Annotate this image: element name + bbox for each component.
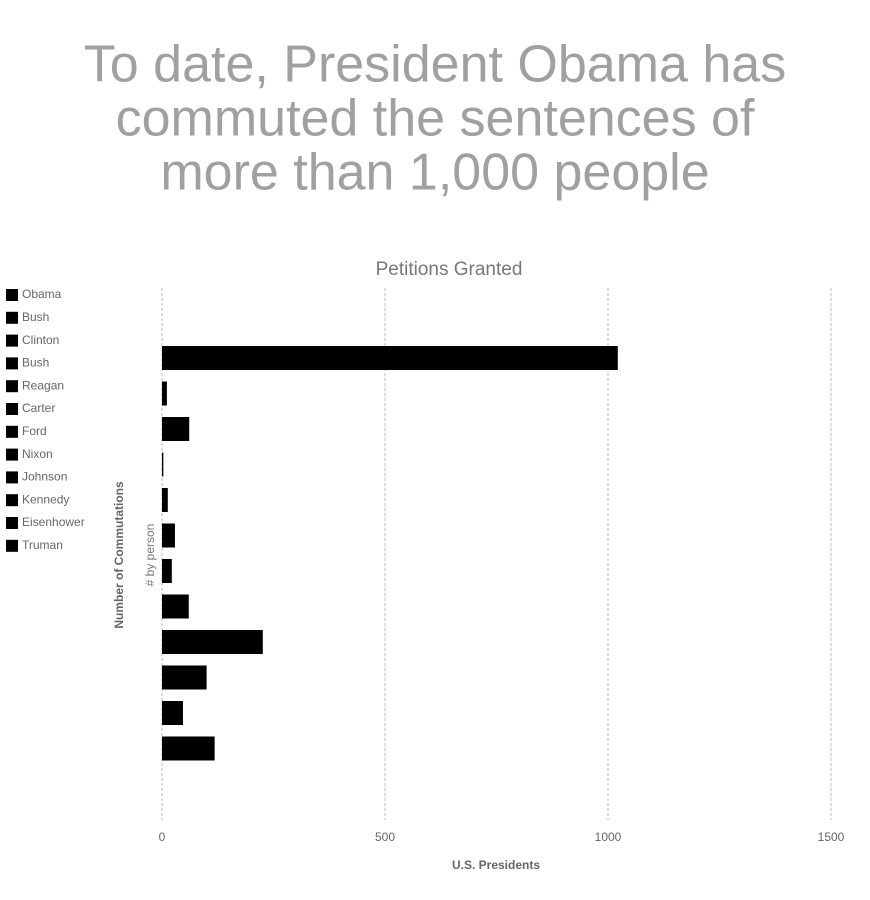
- legend-label: Obama: [22, 287, 62, 301]
- legend-label: Bush: [22, 356, 49, 370]
- legend-swatch: [6, 334, 18, 347]
- legend-label: Eisenhower: [22, 515, 85, 529]
- bar: [162, 452, 164, 477]
- title-line: To date, President Obama has: [84, 36, 786, 94]
- bar: [162, 523, 175, 548]
- legend-swatch: [6, 357, 18, 370]
- bar: [162, 417, 190, 441]
- legend-label: Truman: [22, 538, 63, 552]
- x-axis-title: U.S. Presidents: [452, 858, 540, 872]
- legend-label: Carter: [22, 401, 55, 415]
- legend-label: Kennedy: [22, 492, 69, 506]
- title-line: more than 1,000 people: [160, 144, 709, 202]
- legend-label: Ford: [22, 424, 47, 438]
- legend-swatch: [6, 448, 18, 461]
- bar: [162, 488, 168, 512]
- bar: [162, 665, 207, 690]
- legend-label: Johnson: [22, 470, 67, 484]
- y-axis-title: Number of Commutations: [112, 481, 126, 629]
- legend-swatch: [6, 539, 18, 552]
- bar: [162, 701, 183, 725]
- legend-swatch: [6, 494, 18, 507]
- title-line: commuted the sentences of: [116, 90, 755, 148]
- legend-label: Clinton: [22, 333, 59, 347]
- x-tick-label: 0: [159, 830, 166, 844]
- legend-label: Nixon: [22, 447, 53, 461]
- bar: [162, 594, 189, 619]
- legend-swatch: [6, 311, 18, 324]
- legend-swatch: [6, 289, 18, 301]
- bar: [162, 630, 263, 654]
- y-axis-subtitle: # by person: [143, 524, 157, 587]
- legend-swatch: [6, 403, 18, 415]
- bar: [162, 736, 215, 761]
- bar: [162, 559, 172, 583]
- x-tick-label: 1000: [595, 830, 622, 844]
- legend-swatch: [6, 471, 18, 484]
- legend-label: Reagan: [22, 378, 64, 392]
- legend-swatch: [6, 517, 18, 529]
- legend-swatch: [6, 425, 18, 438]
- x-tick-label: 1500: [818, 830, 845, 844]
- legend-swatch: [6, 380, 18, 393]
- legend-label: Bush: [22, 310, 49, 324]
- x-tick-label: 500: [375, 830, 395, 844]
- chart-subtitle: Petitions Granted: [376, 259, 523, 280]
- bar: [162, 381, 167, 406]
- bar: [162, 346, 618, 370]
